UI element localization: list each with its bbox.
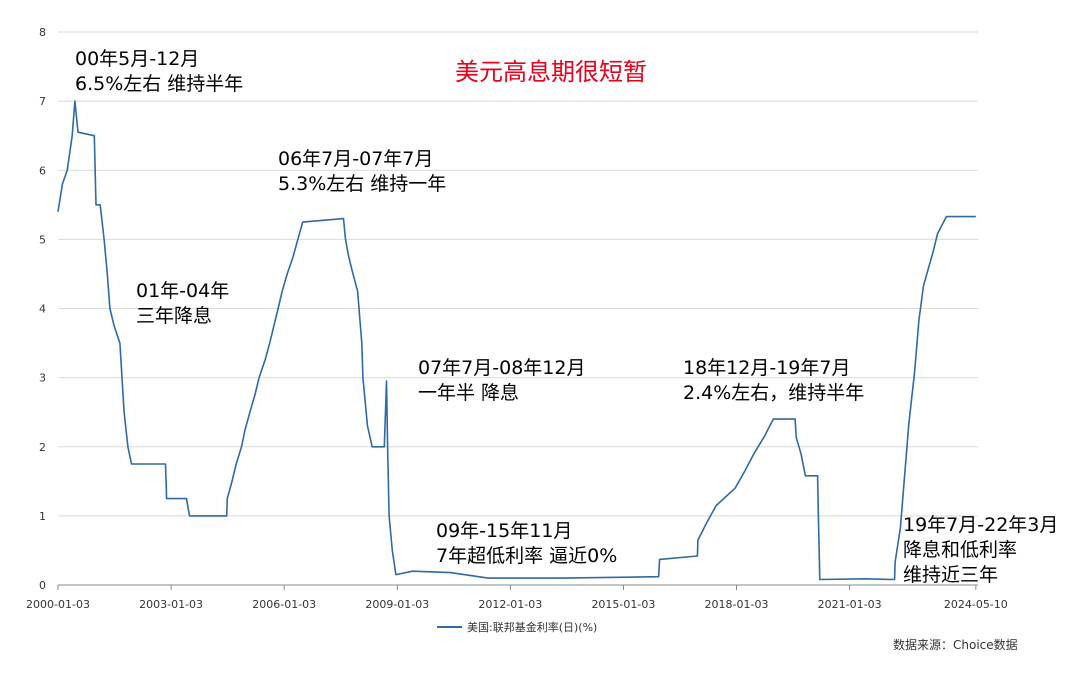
annotation-text: 7年超低利率 逼近0% [436, 545, 617, 567]
y-axis: 0 1 2 3 4 5 6 7 8 [39, 26, 46, 592]
y-tick-label: 4 [39, 303, 46, 316]
annotation-text: 00年5月-12月 [75, 48, 199, 70]
legend-label: 美国:联邦基金利率(日)(%) [467, 620, 597, 634]
x-tick-label: 2012-01-03 [478, 598, 542, 611]
annotation-text: 07年7月-08年12月 [418, 357, 585, 379]
annotation-text: 18年12月-19年7月 [683, 357, 850, 379]
x-tick-label: 2021-01-03 [818, 598, 882, 611]
y-tick-label: 6 [39, 164, 46, 177]
series-layer [57, 100, 976, 581]
x-axis: 2000-01-03 2003-01-03 2006-01-03 2009-01-03… [26, 584, 1008, 611]
legend[interactable]: 美国:联邦基金利率(日)(%) [437, 620, 597, 634]
x-tick-label: 2009-01-03 [365, 598, 429, 611]
chart-title: 美元高息期很短暂 [455, 58, 647, 86]
annotation-text: 5.3%左右 维持一年 [278, 173, 446, 195]
annotation-text: 06年7月-07年7月 [278, 148, 433, 170]
y-tick-label: 0 [39, 579, 46, 592]
y-tick-label: 7 [39, 95, 46, 108]
y-tick-label: 2 [39, 441, 46, 454]
annotation-text: 降息和低利率 [903, 539, 1017, 561]
source-note: 数据来源：Choice数据 [893, 637, 1018, 652]
annotation-text: 三年降息 [136, 305, 212, 327]
annotation-text: 维持近三年 [903, 564, 998, 586]
y-tick-label: 8 [39, 26, 46, 39]
annotation-text: 09年-15年11月 [436, 520, 572, 542]
annotation-text: 一年半 降息 [418, 382, 519, 404]
series-line [57, 100, 976, 581]
x-tick-label: 2018-01-03 [705, 598, 769, 611]
x-tick-label: 2015-01-03 [591, 598, 655, 611]
y-tick-label: 5 [39, 233, 46, 246]
annotation-text: 01年-04年 [136, 280, 229, 302]
y-tick-label: 3 [39, 372, 46, 385]
x-tick-label: 2003-01-03 [139, 598, 203, 611]
grid-lines [58, 31, 978, 517]
annotation-text: 6.5%左右 维持半年 [75, 73, 243, 95]
annotation-text: 2.4%左右，维持半年 [683, 382, 864, 404]
x-tick-label: 2024-05-10 [944, 598, 1008, 611]
annotation-text: 19年7月-22年3月 [903, 514, 1058, 536]
y-tick-label: 1 [39, 510, 46, 523]
x-tick-label: 2006-01-03 [252, 598, 316, 611]
x-tick-label: 2000-01-03 [26, 598, 90, 611]
